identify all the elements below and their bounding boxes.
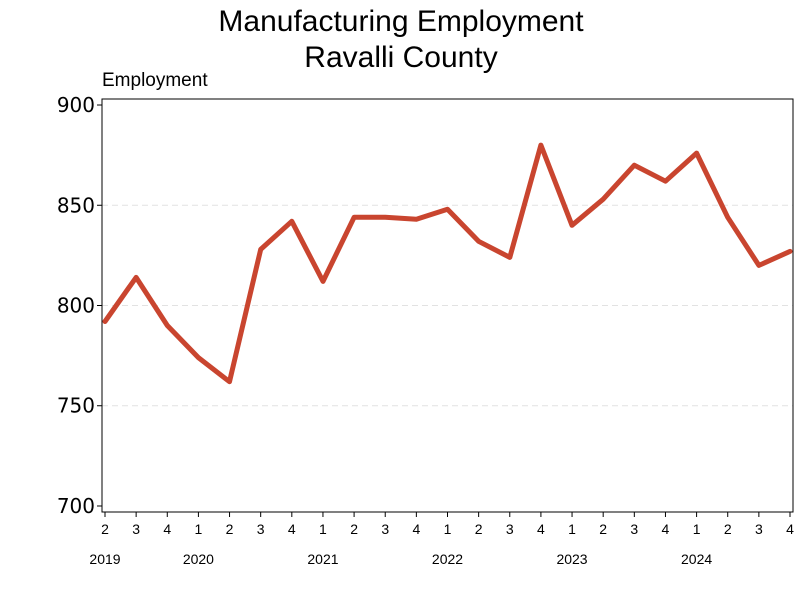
x-tick-label: 4: [163, 521, 171, 537]
x-tick-label: 2: [226, 521, 234, 537]
chart-title-line-1: Manufacturing Employment: [218, 5, 584, 38]
x-tick-label: 2: [724, 521, 732, 537]
data-point: [320, 279, 325, 284]
data-point: [414, 217, 419, 222]
x-tick-label: 2: [599, 521, 607, 537]
plot-frame: [101, 98, 794, 513]
data-point: [756, 263, 761, 268]
data-point: [165, 323, 170, 328]
data-point: [476, 239, 481, 244]
x-year-label: 2021: [307, 551, 338, 567]
y-tick-label: 700: [57, 494, 95, 518]
data-point: [103, 319, 107, 324]
plot-series: [102, 142, 793, 385]
chart-title-line-2: Ravalli County: [304, 41, 497, 74]
x-tick-label: 1: [195, 521, 203, 537]
x-tick-label: 4: [662, 521, 670, 537]
data-point: [196, 355, 201, 360]
data-point: [227, 379, 232, 384]
data-point: [383, 215, 388, 220]
data-point: [632, 163, 637, 168]
data-point: [507, 255, 512, 260]
data-point: [601, 197, 606, 202]
data-point: [725, 215, 730, 220]
data-point: [289, 219, 294, 224]
x-tick-label: 1: [319, 521, 327, 537]
y-tick-label: 900: [57, 93, 95, 117]
x-tick-label: 2: [101, 521, 109, 537]
x-tick-label: 1: [444, 521, 452, 537]
y-axis-label: Employment: [102, 70, 208, 91]
x-year-label: 2019: [89, 551, 120, 567]
x-tick-label: 1: [693, 521, 701, 537]
x-tick-label: 3: [630, 521, 638, 537]
data-point: [694, 151, 699, 156]
y-tick-label: 750: [57, 394, 95, 418]
series-line: [102, 142, 793, 385]
gridlines: [102, 204, 793, 407]
x-tick-label: 3: [132, 521, 140, 537]
x-year-label: 2023: [556, 551, 587, 567]
x-year-label: 2024: [681, 551, 712, 567]
y-axis-ticks: 700 750 800 850 900: [57, 93, 102, 518]
data-point: [788, 249, 792, 254]
data-point: [352, 215, 357, 220]
x-tick-label: 3: [257, 521, 265, 537]
x-tick-label: 4: [412, 521, 420, 537]
y-tick-label: 800: [57, 294, 95, 318]
x-tick-label: 4: [537, 521, 545, 537]
data-point: [258, 247, 263, 252]
data-point: [538, 143, 543, 148]
data-point: [570, 223, 575, 228]
y-tick-label: 850: [57, 193, 95, 217]
data-point: [134, 275, 139, 280]
x-tick-label: 2: [350, 521, 358, 537]
x-tick-label: 4: [786, 521, 794, 537]
x-axis-years: 2019 2020 2021 2022 2023 2024: [89, 551, 712, 567]
x-tick-label: 4: [288, 521, 296, 537]
x-tick-label: 3: [381, 521, 389, 537]
x-axis-ticks: 2 3 4 1 2 3 4 1 2 3 4 1 2 3 4 1 2 3 4 1 2 3 4: [101, 512, 794, 537]
data-point: [663, 179, 668, 184]
data-point: [445, 207, 450, 212]
x-tick-label: 3: [506, 521, 514, 537]
x-tick-label: 2: [475, 521, 483, 537]
x-tick-label: 1: [568, 521, 576, 537]
x-tick-label: 3: [755, 521, 763, 537]
x-year-label: 2020: [183, 551, 214, 567]
x-year-label: 2022: [432, 551, 463, 567]
